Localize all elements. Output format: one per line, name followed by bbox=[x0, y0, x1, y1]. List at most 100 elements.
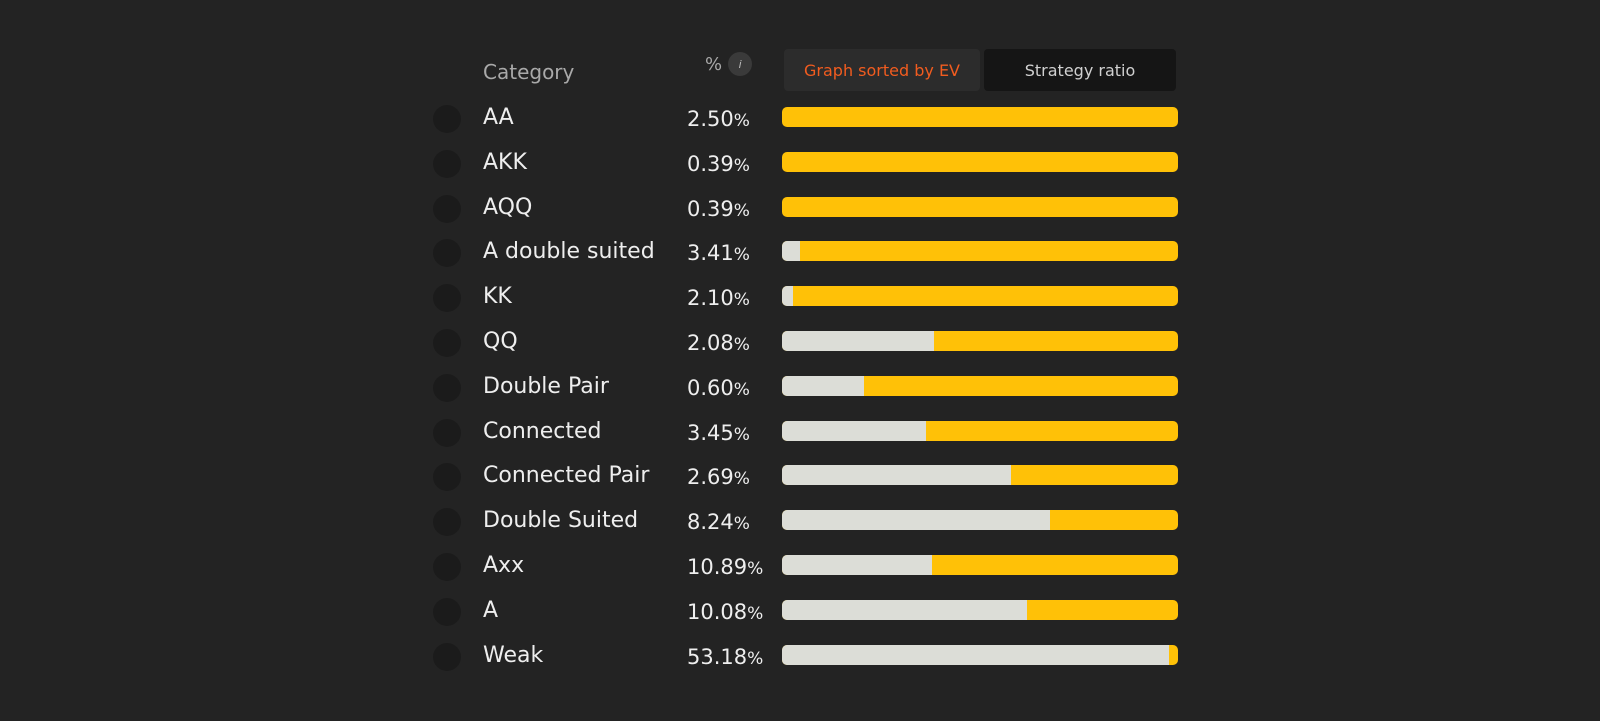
strategy-bar bbox=[782, 241, 1178, 262]
row-checkbox[interactable] bbox=[433, 105, 461, 133]
list-item[interactable]: Connected 3.45% bbox=[0, 411, 1600, 456]
row-percent: 10.08% bbox=[687, 600, 763, 624]
row-percent-unit: % bbox=[733, 111, 750, 131]
row-percent-value: 10.08 bbox=[687, 599, 748, 624]
row-percent-value: 2.08 bbox=[687, 330, 734, 355]
row-label: Connected Pair bbox=[483, 463, 650, 489]
row-label: Double Pair bbox=[483, 373, 609, 399]
row-label: Axx bbox=[483, 552, 525, 578]
row-percent-unit: % bbox=[733, 334, 750, 355]
row-percent-value: 0.39 bbox=[687, 196, 734, 221]
row-percent-value: 8.24 bbox=[687, 510, 734, 535]
row-percent-unit: % bbox=[733, 469, 750, 490]
tab-strategy-ratio[interactable]: Strategy ratio bbox=[984, 49, 1176, 91]
row-percent: 53.18% bbox=[687, 645, 763, 669]
row-label: AA bbox=[483, 105, 514, 130]
row-percent-unit: % bbox=[733, 379, 750, 400]
row-percent-unit: % bbox=[733, 200, 750, 221]
list-item[interactable]: A double suited 3.41% bbox=[0, 231, 1600, 276]
strategy-bar-segment bbox=[782, 330, 935, 351]
row-percent-unit: % bbox=[733, 155, 750, 176]
row-checkbox[interactable] bbox=[433, 328, 461, 357]
row-percent-value: 2.69 bbox=[687, 465, 734, 490]
row-percent-value: 2.50 bbox=[687, 107, 734, 131]
row-checkbox[interactable] bbox=[433, 373, 461, 402]
strategy-bar bbox=[782, 286, 1178, 307]
row-label: A bbox=[483, 597, 499, 623]
row-label: AQQ bbox=[483, 194, 533, 220]
row-percent: 3.45% bbox=[687, 421, 750, 445]
row-percent-value: 3.41 bbox=[687, 241, 734, 266]
strategy-bar bbox=[782, 644, 1178, 665]
strategy-bar bbox=[782, 510, 1178, 531]
row-label: KK bbox=[483, 284, 512, 310]
row-checkbox[interactable] bbox=[433, 284, 461, 313]
row-checkbox[interactable] bbox=[433, 508, 461, 537]
strategy-bar bbox=[782, 375, 1178, 396]
row-percent-value: 0.60 bbox=[687, 375, 734, 400]
strategy-bar-segment bbox=[782, 286, 794, 307]
row-checkbox[interactable] bbox=[433, 642, 461, 671]
strategy-bar-segment bbox=[782, 599, 1027, 620]
row-percent: 3.41% bbox=[687, 241, 750, 265]
list-item[interactable]: AQQ 0.39% bbox=[0, 187, 1600, 232]
strategy-bar bbox=[782, 107, 1178, 127]
row-label: Double Suited bbox=[483, 508, 639, 534]
info-icon[interactable]: i bbox=[728, 52, 753, 76]
row-percent-unit: % bbox=[747, 603, 764, 624]
table-header: Category % i Graph sorted by EV Strategy… bbox=[0, 48, 1600, 93]
strategy-bar bbox=[782, 196, 1178, 217]
category-list: AA 2.50% AKK 0.39% AQQ 0.39% A double suited 3.… bbox=[0, 97, 1600, 679]
row-percent-value: 3.45 bbox=[687, 420, 734, 445]
row-percent-unit: % bbox=[733, 424, 750, 445]
view-toggle: Graph sorted by EV Strategy ratio bbox=[784, 49, 1176, 91]
percent-column-header: % i bbox=[705, 52, 753, 76]
row-checkbox[interactable] bbox=[433, 463, 461, 492]
row-checkbox[interactable] bbox=[433, 552, 461, 581]
strategy-bar-segment bbox=[782, 554, 932, 575]
list-item[interactable]: QQ 2.08% bbox=[0, 321, 1600, 366]
row-percent-value: 0.39 bbox=[687, 151, 734, 176]
strategy-bar-segment bbox=[782, 465, 1011, 486]
tab-graph-sorted-by-ev[interactable]: Graph sorted by EV bbox=[784, 49, 980, 91]
list-item[interactable]: AA 2.50% bbox=[0, 97, 1600, 142]
row-label: QQ bbox=[483, 328, 518, 354]
list-item[interactable]: A 10.08% bbox=[0, 590, 1600, 635]
strategy-bar bbox=[782, 599, 1178, 620]
row-checkbox[interactable] bbox=[433, 239, 461, 268]
row-checkbox[interactable] bbox=[433, 597, 461, 626]
list-item[interactable]: Double Pair 0.60% bbox=[0, 366, 1600, 411]
row-percent-unit: % bbox=[747, 648, 764, 669]
row-label: AKK bbox=[483, 149, 527, 175]
row-label: A double suited bbox=[483, 239, 655, 265]
category-column-header: Category bbox=[483, 60, 575, 84]
row-percent: 2.08% bbox=[687, 331, 750, 355]
row-percent: 0.39% bbox=[687, 152, 750, 176]
row-label: Connected bbox=[483, 418, 602, 444]
list-item[interactable]: Connected Pair 2.69% bbox=[0, 455, 1600, 500]
strategy-bar bbox=[782, 420, 1178, 441]
row-checkbox[interactable] bbox=[433, 194, 461, 223]
strategy-bar bbox=[782, 151, 1178, 172]
strategy-bar-segment bbox=[782, 375, 864, 396]
strategy-bar-segment bbox=[782, 420, 926, 441]
list-item[interactable]: KK 2.10% bbox=[0, 276, 1600, 321]
strategy-bar bbox=[782, 330, 1178, 351]
list-item[interactable]: Double Suited 8.24% bbox=[0, 500, 1600, 545]
row-percent-unit: % bbox=[733, 290, 750, 311]
row-label: Weak bbox=[483, 642, 544, 668]
row-checkbox[interactable] bbox=[433, 418, 461, 447]
list-item[interactable]: Weak 53.18% bbox=[0, 635, 1600, 680]
row-percent-unit: % bbox=[733, 245, 750, 266]
strategy-bar-segment bbox=[782, 644, 1169, 665]
strategy-bar bbox=[782, 465, 1178, 486]
strategy-bar bbox=[782, 554, 1178, 575]
list-item[interactable]: Axx 10.89% bbox=[0, 545, 1600, 590]
list-item[interactable]: AKK 0.39% bbox=[0, 142, 1600, 187]
row-percent: 2.69% bbox=[687, 465, 750, 489]
row-checkbox[interactable] bbox=[433, 149, 461, 178]
strategy-bar-segment bbox=[782, 510, 1051, 531]
row-percent-unit: % bbox=[747, 558, 764, 579]
row-percent-unit: % bbox=[733, 514, 750, 535]
